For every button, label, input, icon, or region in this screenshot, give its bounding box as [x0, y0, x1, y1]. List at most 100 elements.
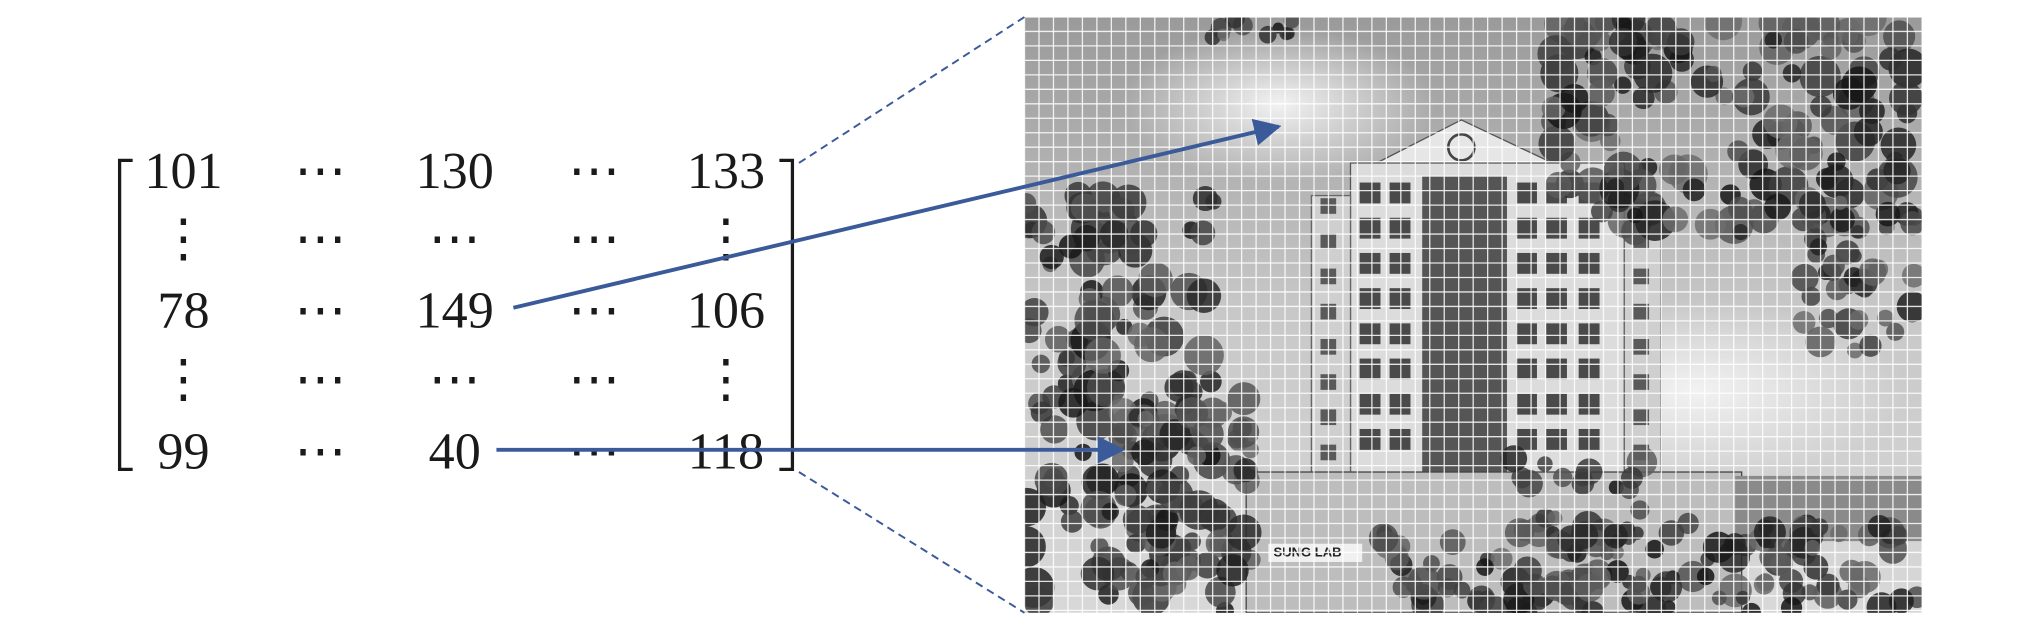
window: [1359, 393, 1381, 415]
matrix-cell: ⋯: [568, 143, 620, 200]
window: [1546, 428, 1567, 450]
leaf-cluster: [1058, 350, 1075, 367]
sign-text: SUNG LAB: [1274, 544, 1342, 559]
left-bracket: [117, 158, 133, 472]
leaf-cluster: [1753, 574, 1775, 595]
matrix-cell: ⋯: [568, 423, 620, 480]
leaf-cluster: [1279, 26, 1293, 41]
leaf-cluster: [1131, 439, 1158, 466]
leaf-cluster: [1889, 81, 1922, 116]
leaf-cluster: [1599, 546, 1614, 561]
leaf-cluster: [1200, 370, 1222, 393]
window: [1516, 323, 1537, 345]
window: [1389, 358, 1411, 380]
window: [1389, 182, 1411, 204]
leaf-cluster: [1783, 28, 1809, 54]
matrix-cell: 78: [157, 283, 209, 340]
leaf-cluster: [1659, 154, 1690, 185]
window: [1389, 428, 1411, 450]
leaf-cluster: [1111, 450, 1134, 473]
leaf-cluster: [1841, 66, 1878, 103]
matrix-cell: 133: [687, 143, 765, 200]
leaf-cluster: [1879, 47, 1903, 71]
photo: SUNG LAB: [1024, 16, 1922, 613]
leaf-cluster: [1810, 518, 1829, 536]
leaf-cluster: [1886, 322, 1905, 341]
matrix-cell: ⋯: [294, 211, 346, 268]
leaf-cluster: [1875, 201, 1901, 227]
leaf-cluster: [1608, 27, 1638, 57]
leaf-cluster: [1591, 200, 1613, 223]
window: [1633, 268, 1650, 285]
window: [1633, 339, 1650, 355]
leaf-cluster: [1733, 86, 1755, 108]
glass-facade: [1422, 176, 1507, 483]
window: [1359, 428, 1381, 450]
leaf-cluster: [1735, 590, 1750, 605]
leaf-cluster: [1500, 445, 1528, 472]
window: [1516, 182, 1537, 204]
leaf-cluster: [1807, 16, 1841, 41]
leaf-cluster: [1741, 602, 1761, 613]
leaf-cluster: [1614, 76, 1632, 94]
matrix-cell: ⋯: [429, 352, 481, 409]
matrix-cell: 101: [144, 143, 222, 200]
leaf-cluster: [1190, 220, 1216, 246]
leaf-cluster: [1705, 65, 1722, 83]
leaf-cluster: [1630, 575, 1648, 593]
leaf-cluster: [1645, 539, 1664, 559]
leaf-cluster: [1822, 254, 1845, 277]
leaf-cluster: [1110, 184, 1147, 221]
leaf-cluster: [1851, 225, 1865, 239]
leaf-cluster: [1682, 178, 1706, 202]
leaf-cluster: [1437, 578, 1458, 598]
leaf-cluster: [1145, 518, 1177, 549]
leaf-cluster: [1233, 458, 1258, 483]
window: [1546, 288, 1567, 310]
leaf-cluster: [1197, 498, 1231, 532]
leaf-cluster: [1859, 334, 1882, 357]
leaf-cluster: [1224, 16, 1245, 29]
leaf-cluster: [1187, 446, 1207, 466]
leaf-cluster: [1667, 28, 1695, 56]
leaf-cluster: [1702, 531, 1735, 563]
leaf-cluster: [1866, 592, 1897, 613]
leaf-cluster: [1727, 140, 1750, 163]
leaf-cluster: [1763, 104, 1798, 139]
window: [1633, 409, 1650, 426]
leaf-cluster: [1603, 523, 1628, 549]
leaf-cluster: [1770, 553, 1793, 576]
leaf-cluster: [1453, 581, 1471, 599]
window: [1516, 358, 1537, 380]
leaf-cluster: [1633, 53, 1673, 94]
matrix-cell: ⋯: [294, 352, 346, 409]
matrix-cell: 99: [157, 423, 209, 480]
leaf-cluster: [1392, 576, 1414, 598]
leaf-cluster: [1538, 125, 1576, 163]
leaf-cluster: [1227, 416, 1260, 448]
leaf-cluster: [1581, 601, 1605, 613]
leaf-cluster: [1858, 258, 1887, 286]
window: [1546, 358, 1567, 380]
leaf-cluster: [1848, 310, 1869, 330]
leaf-cluster: [1634, 200, 1676, 241]
matrix: 101 ⋯ 130 ⋯ 133⋮ ⋯ ⋯ ⋯ ⋮78 ⋯ 149 ⋯ 106⋮ ⋯ ⋯ ⋯ ⋮99 ⋯ 40 ⋯ 118: [144, 143, 765, 480]
leaf-cluster: [1044, 325, 1072, 353]
leaf-cluster: [1867, 514, 1892, 539]
matrix-cell: ⋯: [294, 423, 346, 480]
leaf-cluster: [1024, 192, 1037, 214]
leaf-cluster: [1816, 573, 1840, 597]
leaf-cluster: [1176, 397, 1209, 430]
matrix-cell: ⋯: [568, 211, 620, 268]
leaf-cluster: [1076, 401, 1116, 441]
window: [1359, 288, 1381, 310]
arrow: [512, 118, 1282, 310]
window: [1359, 217, 1381, 239]
leaf-cluster: [1833, 195, 1848, 210]
leaf-cluster: [1883, 20, 1916, 53]
leaf-cluster: [1060, 510, 1084, 533]
leaf-cluster: [1587, 79, 1615, 107]
window: [1546, 393, 1567, 415]
leaf-cluster: [1557, 525, 1585, 553]
